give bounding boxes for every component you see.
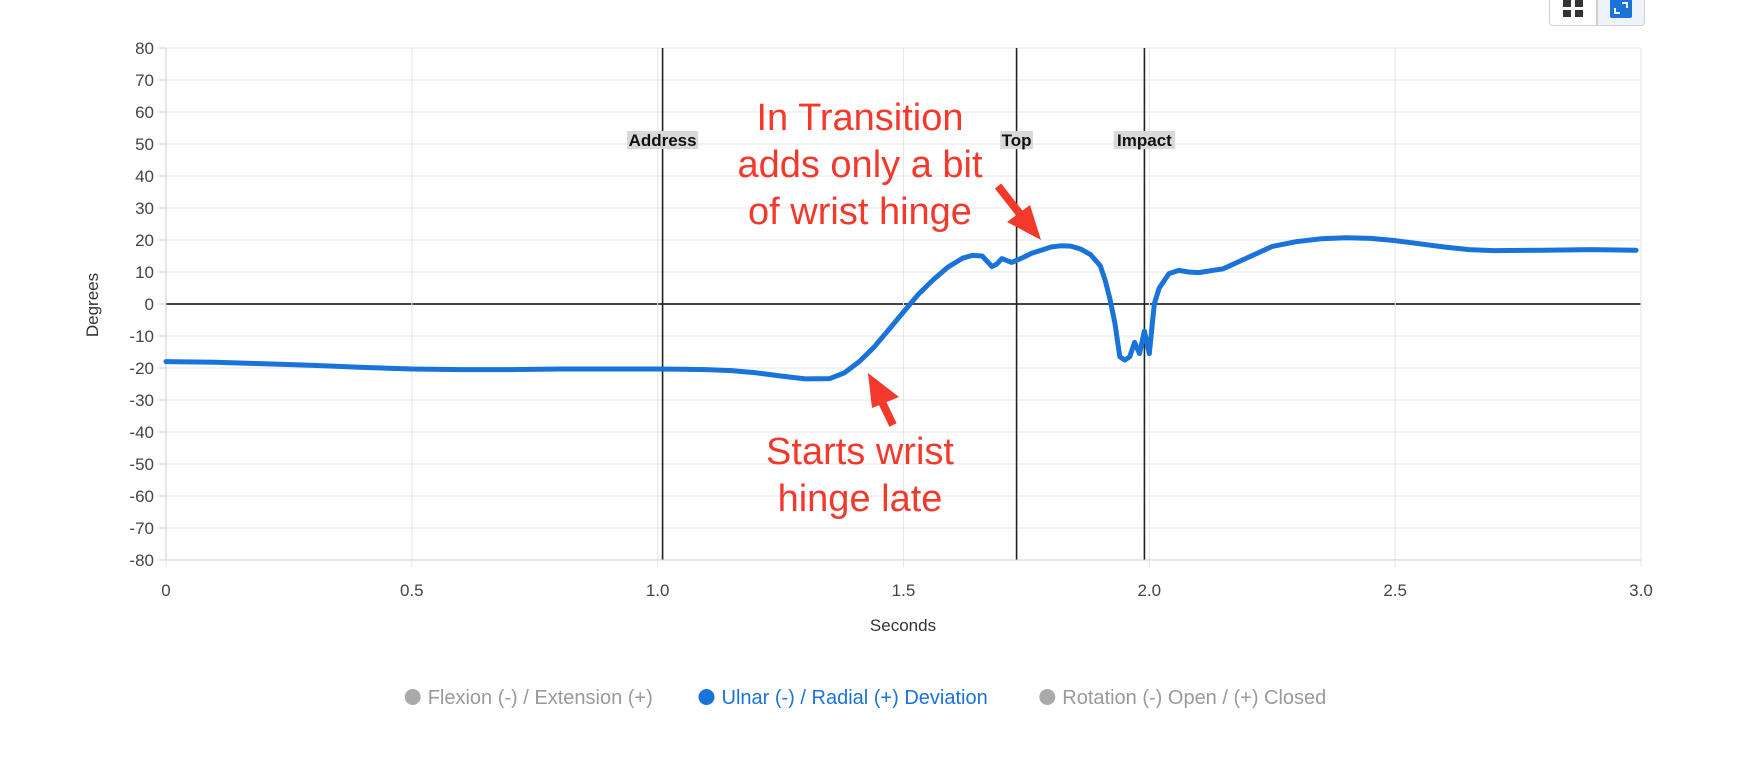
expand-icon <box>1610 0 1632 18</box>
y-tick-label: -80 <box>129 551 154 570</box>
chart-grid <box>159 47 1642 567</box>
y-tick-label: 20 <box>135 231 154 250</box>
x-tick-label: 0 <box>161 581 170 600</box>
annotation-late-hinge-line-1: Starts wrist <box>766 431 954 473</box>
y-tick-label: 70 <box>135 71 154 90</box>
y-tick-label: 50 <box>135 135 154 154</box>
y-tick-label: -30 <box>129 391 154 410</box>
y-tick-label: -50 <box>129 455 154 474</box>
expand-button[interactable] <box>1597 0 1645 26</box>
y-axis-title: Degrees <box>83 273 102 337</box>
event-markers: Address Top Impact <box>626 48 1176 560</box>
y-tick-label: 40 <box>135 167 154 186</box>
x-tick-label: 3.0 <box>1629 581 1653 600</box>
legend-marker <box>698 689 715 705</box>
legend-item-label: Flexion (-) / Extension (+) <box>428 687 653 709</box>
y-tick-label: 80 <box>135 39 154 58</box>
grid-view-button[interactable] <box>1549 0 1597 26</box>
y-tick-label: -70 <box>129 519 154 538</box>
series-line <box>163 235 1639 382</box>
event-label: Address <box>629 131 697 150</box>
event-label: Top <box>1002 131 1032 150</box>
chart-legend: Flexion (-) / Extension (+) Ulnar (-) / R… <box>404 687 1326 709</box>
legend-marker <box>1039 689 1056 705</box>
annotation-transition-line-2: adds only a bit <box>737 144 982 186</box>
x-tick-label: 1.0 <box>646 581 670 600</box>
x-tick-label: 2.5 <box>1383 581 1407 600</box>
y-tick-label: 60 <box>135 103 154 122</box>
legend-item-label: Ulnar (-) / Radial (+) Deviation <box>722 687 988 709</box>
y-tick-label: -20 <box>129 359 154 378</box>
annotation-late-hinge: Starts wrist hinge late <box>766 373 954 520</box>
annotation-transition: In Transition adds only a bit of wrist h… <box>737 97 1041 240</box>
y-tick-label: 10 <box>135 263 154 282</box>
y-tick-label: 30 <box>135 199 154 218</box>
y-tick-label: -60 <box>129 487 154 506</box>
chart-axes: 80 70 60 50 40 30 20 10 0 -10 -20 -30 -40 -50 -60 -70 -8… <box>129 39 1652 600</box>
annotation-late-hinge-line-2: hinge late <box>778 478 943 520</box>
annotation-transition-line-3: of wrist hinge <box>748 191 972 233</box>
legend-marker <box>404 689 421 705</box>
x-tick-label: 2.0 <box>1138 581 1162 600</box>
y-tick-label: 0 <box>145 295 154 314</box>
annotation-late-hinge-arrow <box>868 373 899 427</box>
event-label-bg <box>626 131 699 149</box>
event-label-bg <box>1113 131 1176 149</box>
x-tick-label: 1.5 <box>892 581 916 600</box>
x-tick-label: 0.5 <box>400 581 424 600</box>
legend-item-label: Rotation (-) Open / (+) Closed <box>1062 687 1326 709</box>
annotation-transition-arrow <box>994 183 1041 240</box>
y-tick-label: -10 <box>129 327 154 346</box>
chart-series <box>163 235 1639 382</box>
event-label: Impact <box>1117 131 1172 150</box>
y-tick-label: -40 <box>129 423 154 442</box>
annotation-transition-line-1: In Transition <box>757 97 964 139</box>
event-label-bg <box>1000 131 1033 149</box>
x-axis-title: Seconds <box>870 616 936 635</box>
grid-view-icon <box>1563 0 1583 17</box>
